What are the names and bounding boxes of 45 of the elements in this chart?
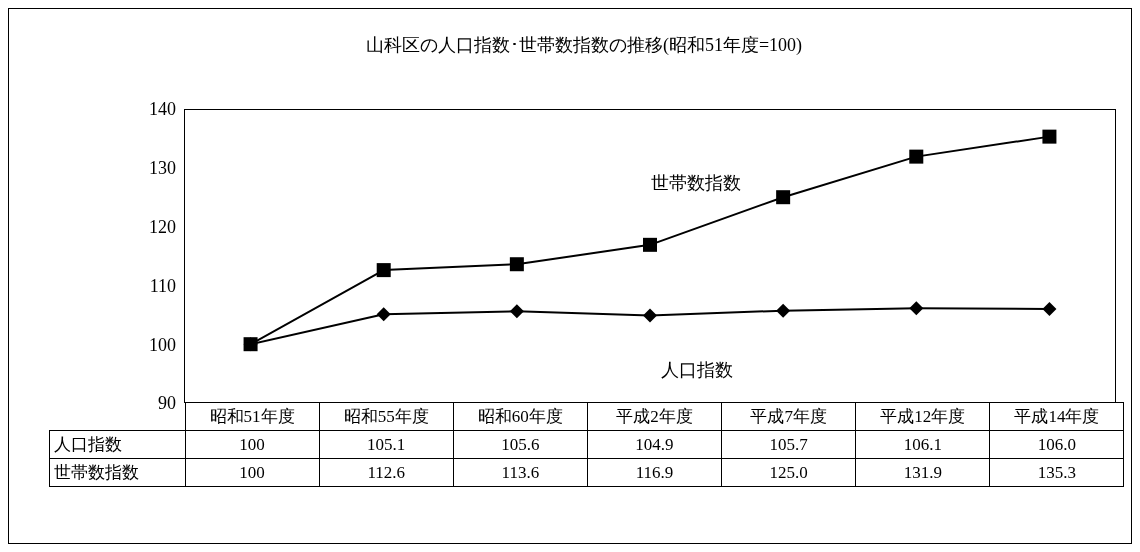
point <box>1042 129 1057 144</box>
y-tick-label: 140 <box>149 99 176 120</box>
point <box>643 237 657 252</box>
x-tick-label: 昭和55年度 <box>319 402 454 431</box>
data-label: 112.6 <box>319 458 454 487</box>
x-tick-label: 平成7年度 <box>721 402 856 431</box>
data-label: 100 <box>185 458 320 487</box>
data-label: 105.7 <box>721 430 856 459</box>
y-tick-label: 90 <box>158 393 176 414</box>
y-tick-label: 100 <box>149 334 176 355</box>
data-label: 106.1 <box>855 430 990 459</box>
y-tick-label: 120 <box>149 216 176 237</box>
data-label: 105.6 <box>453 430 588 459</box>
data-label: 104.9 <box>587 430 722 459</box>
point <box>509 304 524 319</box>
point <box>909 149 924 164</box>
point <box>909 301 924 316</box>
data-label: 100 <box>185 430 320 459</box>
data-label: 131.9 <box>855 458 990 487</box>
data-label: 116.9 <box>587 458 722 487</box>
x-tick-label: 平成14年度 <box>989 402 1124 431</box>
data-label: 135.3 <box>989 458 1124 487</box>
point <box>376 307 391 322</box>
point <box>376 263 391 278</box>
point <box>776 303 791 318</box>
y-tick-label: 130 <box>149 158 176 179</box>
y-tick-label: 110 <box>149 275 176 296</box>
data-label: 106.0 <box>989 430 1124 459</box>
point <box>1042 301 1057 316</box>
text: 人口指数 <box>661 359 733 382</box>
point <box>643 308 657 323</box>
data-label: 125.0 <box>721 458 856 487</box>
x-tick-label: 昭和60年度 <box>453 402 588 431</box>
text: 世帯数指数 <box>54 463 139 482</box>
x-tick-label: 平成12年度 <box>855 402 990 431</box>
point <box>776 190 791 205</box>
series-label: 世帯数指数 <box>651 172 741 195</box>
x-tick-label: 昭和51年度 <box>185 402 320 431</box>
point <box>243 337 258 352</box>
chart-title: 山科区の人口指数･世帯数指数の推移(昭和51年度=100) <box>364 34 804 57</box>
x-tick-label: 平成2年度 <box>587 402 722 431</box>
text: 人口指数 <box>54 435 122 454</box>
data-label: 105.1 <box>319 430 454 459</box>
data-label: 113.6 <box>453 458 588 487</box>
point <box>509 257 524 272</box>
